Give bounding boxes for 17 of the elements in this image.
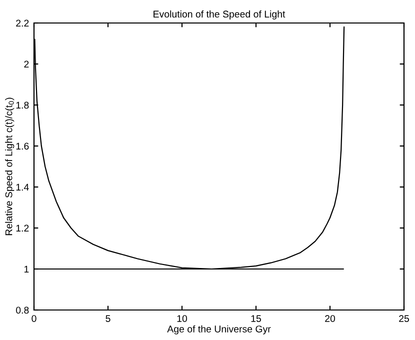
y-tick-label: 1.2	[16, 224, 29, 232]
y-axis-title: Relative Speed of Light c(t)/c(t$_{0}$)	[5, 98, 14, 236]
x-tick-label: 15	[251, 315, 261, 322]
x-tick-label: 0	[32, 315, 36, 322]
y-tick-label: 1.6	[16, 142, 29, 150]
y-tick-label: 2.2	[16, 20, 29, 27]
y-tick-label: 2	[24, 60, 29, 68]
x-tick-label: 25	[399, 315, 409, 322]
y-tick-label: 1.8	[16, 102, 29, 109]
y-tick-label: 1	[24, 266, 29, 273]
chart-title: Evolution of the Speed of Light	[154, 10, 286, 20]
y-tick-label: 0.8	[16, 306, 29, 314]
x-axis-title: Age of the Universe Gyr	[167, 325, 271, 334]
x-tick-label: 10	[177, 315, 188, 322]
y-tick-label: 1.4	[16, 184, 29, 191]
x-tick-label: 20	[325, 315, 336, 322]
x-tick-label: 5	[106, 315, 110, 322]
